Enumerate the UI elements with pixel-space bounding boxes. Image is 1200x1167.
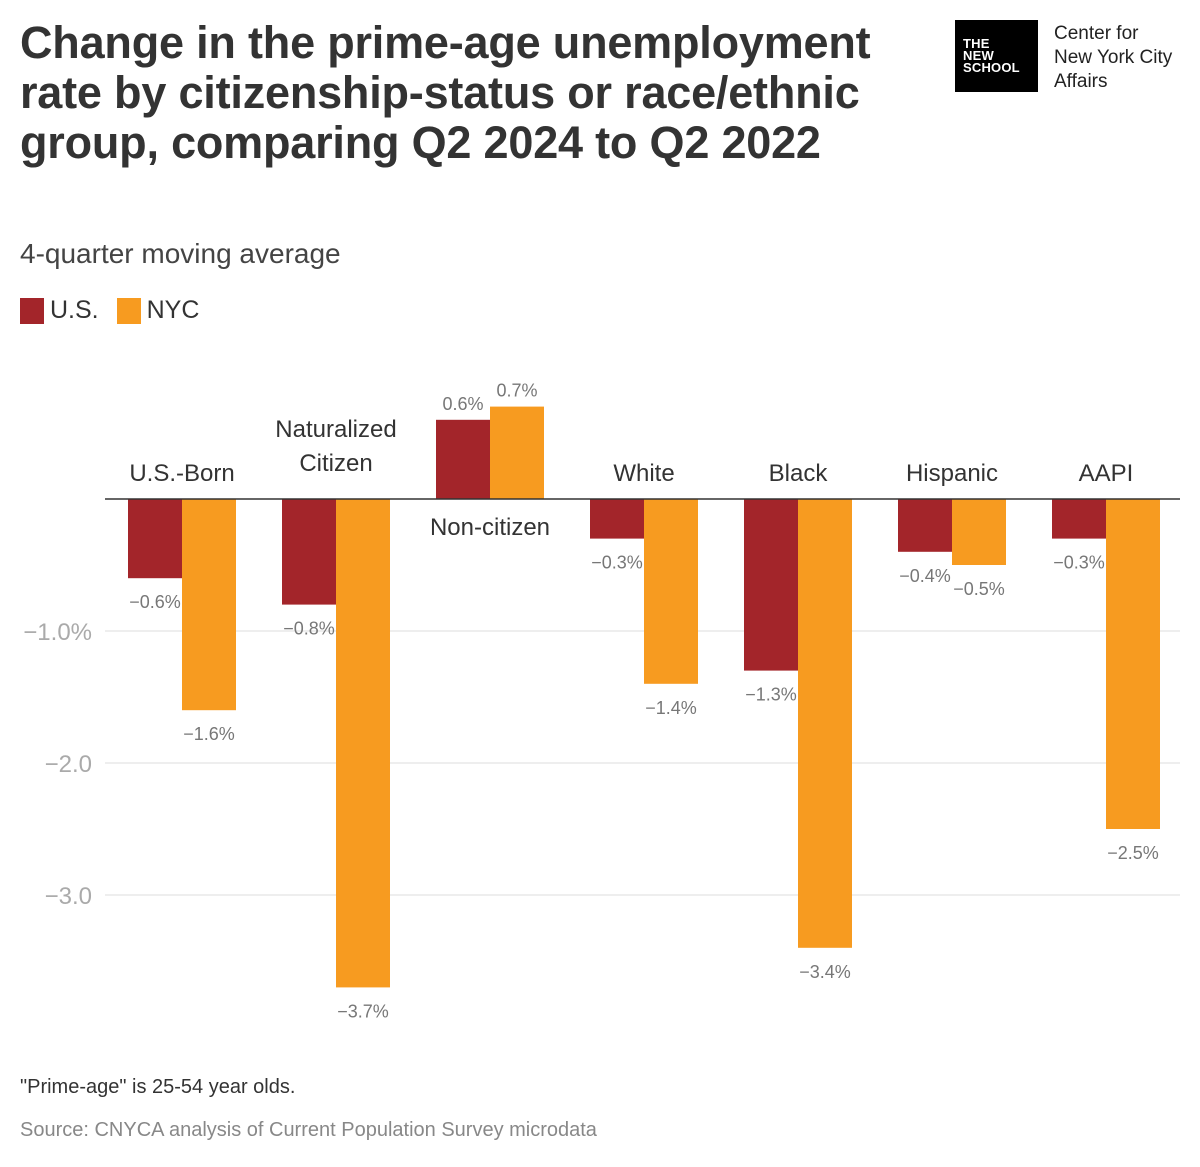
data-label-u-s-white: −0.3%	[591, 553, 643, 573]
bar-u-s-naturalized-citizen	[282, 499, 336, 605]
data-label-nyc-white: −1.4%	[645, 698, 697, 718]
category-label-aapi: AAPI	[1079, 460, 1134, 487]
new-school-logo: THE NEW SCHOOL	[955, 20, 1038, 92]
data-label-nyc-black: −3.4%	[799, 962, 851, 982]
bar-nyc-naturalized-citizen	[336, 499, 390, 988]
logo-text-line: Affairs	[1054, 71, 1108, 92]
legend-label-us: U.S.	[50, 296, 99, 324]
data-label-nyc-non-citizen: 0.7%	[496, 381, 537, 401]
bar-nyc-hispanic	[952, 499, 1006, 565]
category-label-non-citizen: Non-citizen	[430, 514, 550, 541]
category-label-white: White	[613, 460, 674, 487]
logo-box-line: THE	[963, 36, 990, 51]
y-tick-label: −3.0	[45, 883, 92, 910]
logo-text-line: Center for	[1054, 23, 1139, 44]
legend-swatch-us	[20, 297, 44, 324]
data-label-u-s-u-s-born: −0.6%	[129, 592, 181, 612]
data-label-u-s-aapi: −0.3%	[1053, 553, 1105, 573]
logo-text-line: New York City	[1054, 47, 1173, 68]
data-label-u-s-black: −1.3%	[745, 685, 797, 705]
bar-u-s-non-citizen	[436, 419, 490, 499]
logo-box-line: NEW	[963, 48, 994, 63]
bar-nyc-white	[644, 499, 698, 684]
chart-subtitle: 4-quarter moving average	[20, 238, 341, 269]
bar-nyc-aapi	[1106, 499, 1160, 829]
category-label-black: Black	[769, 460, 829, 487]
footnote: "Prime-age" is 25-54 year olds.	[20, 1076, 296, 1098]
bar-u-s-hispanic	[898, 499, 952, 552]
bar-nyc-non-citizen	[490, 406, 544, 499]
bar-nyc-u-s-born	[182, 499, 236, 711]
source-note: Source: CNYCA analysis of Current Popula…	[20, 1119, 597, 1141]
data-label-nyc-hispanic: −0.5%	[953, 579, 1005, 599]
legend: U.S. NYC	[20, 296, 217, 325]
y-tick-label: −1.0%	[23, 619, 92, 646]
data-label-u-s-naturalized-citizen: −0.8%	[283, 619, 335, 639]
category-label-hispanic: Hispanic	[906, 460, 998, 487]
legend-item-nyc: NYC	[116, 296, 200, 325]
chart-title: Change in the prime-age unemployment rat…	[20, 17, 871, 168]
bar-u-s-u-s-born	[128, 499, 182, 579]
data-label-nyc-u-s-born: −1.6%	[183, 724, 235, 744]
data-label-nyc-aapi: −2.5%	[1107, 843, 1159, 863]
legend-label-nyc: NYC	[146, 296, 200, 324]
data-label-u-s-non-citizen: 0.6%	[442, 394, 483, 414]
data-label-nyc-naturalized-citizen: −3.7%	[337, 1001, 389, 1021]
category-label-naturalized-citizen: Naturalized Citizen	[275, 416, 396, 477]
category-label-u-s-born: U.S.-Born	[129, 460, 234, 487]
logo-org-name: Center for New York City Affairs	[1054, 22, 1172, 94]
bar-u-s-white	[590, 499, 644, 539]
legend-item-us: U.S.	[20, 296, 99, 325]
bar-chart: −1.0% −2.0 −3.0 −0.6% −1.6% −0.8% −3.7% 0.6% 0.7…	[23, 381, 1180, 1021]
bar-u-s-black	[744, 499, 798, 671]
category-label-line: Naturalized	[275, 416, 396, 443]
bar-u-s-aapi	[1052, 499, 1106, 539]
category-label-line: Citizen	[299, 450, 372, 477]
legend-swatch-nyc	[116, 297, 141, 324]
logo: THE NEW SCHOOL Center for New York City …	[955, 20, 1172, 94]
y-tick-label: −2.0	[45, 751, 92, 778]
bar-nyc-black	[798, 499, 852, 948]
logo-box-line: SCHOOL	[963, 60, 1020, 75]
data-label-u-s-hispanic: −0.4%	[899, 566, 951, 586]
